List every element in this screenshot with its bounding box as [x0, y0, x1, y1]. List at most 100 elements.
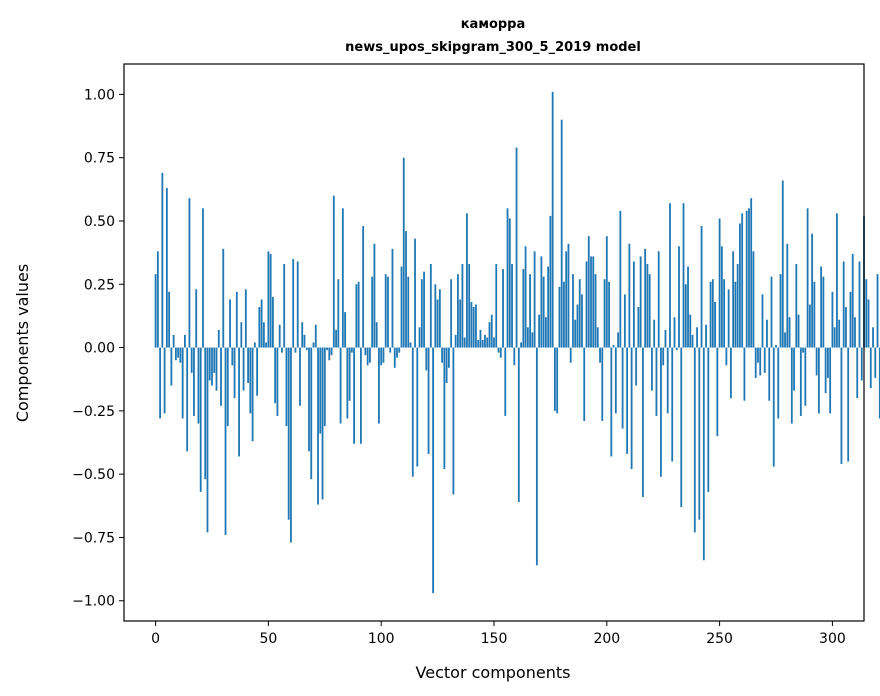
y-axis-label: Components values	[13, 264, 32, 422]
bar-1	[157, 251, 159, 347]
bar-43	[252, 348, 254, 442]
bar-64	[299, 348, 301, 406]
bar-131	[450, 279, 452, 347]
bar-285	[798, 315, 800, 348]
bar-120	[425, 348, 427, 371]
bar-197	[599, 348, 601, 363]
bar-192	[588, 236, 590, 347]
bar-270	[764, 348, 766, 373]
bar-176	[552, 92, 554, 348]
bar-102	[385, 274, 387, 347]
bar-132	[452, 348, 454, 495]
bar-67	[306, 348, 308, 351]
bar-262	[746, 211, 748, 348]
bar-133	[455, 335, 457, 348]
bar-128	[443, 348, 445, 470]
bar-188	[579, 279, 581, 347]
bar-143	[477, 340, 479, 348]
bar-49	[265, 343, 267, 348]
bar-93	[365, 348, 367, 356]
bar-97	[374, 244, 376, 348]
bar-191	[586, 261, 588, 347]
bar-45	[256, 348, 258, 396]
bar-255	[730, 348, 732, 399]
y-tick-label: −0.25	[72, 404, 115, 420]
bar-235	[685, 284, 687, 347]
bar-279	[784, 332, 786, 347]
bar-88	[353, 348, 355, 444]
bar-20	[200, 348, 202, 492]
bar-264	[750, 198, 752, 347]
y-tick-label: 0.75	[84, 151, 115, 167]
bar-39	[243, 348, 245, 391]
bar-215	[640, 256, 642, 347]
bar-233	[680, 348, 682, 508]
bar-35	[234, 348, 236, 399]
bar-212	[633, 261, 635, 347]
bar-104	[389, 348, 391, 353]
bar-11	[180, 348, 182, 363]
bar-48	[263, 322, 265, 347]
bar-177	[554, 348, 556, 411]
bar-271	[766, 320, 768, 348]
bar-82	[340, 348, 342, 424]
bar-42	[249, 348, 251, 414]
bar-0	[155, 274, 157, 347]
bar-308	[850, 292, 852, 348]
bar-62	[295, 348, 297, 353]
bar-278	[782, 180, 784, 347]
bar-306	[845, 307, 847, 348]
bar-91	[360, 348, 362, 444]
bar-154	[502, 269, 504, 347]
bar-194	[592, 256, 594, 347]
bar-226	[665, 330, 667, 348]
bar-223	[658, 251, 660, 347]
bar-289	[807, 208, 809, 347]
x-tick-label: 0	[151, 631, 160, 647]
bar-56	[281, 348, 283, 353]
bar-252	[723, 279, 725, 347]
bar-40	[245, 289, 247, 347]
bar-315	[865, 279, 867, 347]
bar-227	[667, 348, 669, 414]
bar-9	[175, 348, 177, 361]
bar-163	[522, 269, 524, 347]
bar-185	[572, 274, 574, 347]
bar-222	[656, 348, 658, 416]
bar-22	[204, 348, 206, 480]
bar-115	[414, 239, 416, 348]
bar-187	[577, 305, 579, 348]
bar-117	[419, 327, 421, 347]
bar-135	[459, 299, 461, 347]
bar-103	[387, 277, 389, 348]
bar-4	[164, 348, 166, 414]
bar-196	[597, 327, 599, 347]
bar-153	[500, 348, 502, 358]
bar-164	[525, 246, 527, 347]
bar-275	[775, 345, 777, 348]
bar-295	[820, 267, 822, 348]
bar-134	[457, 274, 459, 347]
bar-286	[800, 348, 802, 416]
x-tick-label: 250	[706, 631, 733, 647]
bar-316	[868, 299, 870, 347]
bar-288	[804, 348, 806, 406]
bar-211	[631, 348, 633, 470]
bar-282	[791, 348, 793, 424]
bar-293	[816, 348, 818, 376]
bar-313	[861, 348, 863, 381]
bar-122	[430, 264, 432, 348]
bar-23	[207, 348, 209, 533]
bar-269	[762, 294, 764, 347]
bar-98	[376, 322, 378, 347]
bar-13	[184, 335, 186, 348]
bar-71	[315, 325, 317, 348]
bar-168	[534, 251, 536, 347]
bar-263	[748, 208, 750, 347]
bar-136	[462, 264, 464, 348]
bar-89	[355, 284, 357, 347]
bar-27	[216, 348, 218, 391]
bar-305	[843, 261, 845, 347]
bar-199	[604, 279, 606, 347]
bar-28	[218, 330, 220, 348]
